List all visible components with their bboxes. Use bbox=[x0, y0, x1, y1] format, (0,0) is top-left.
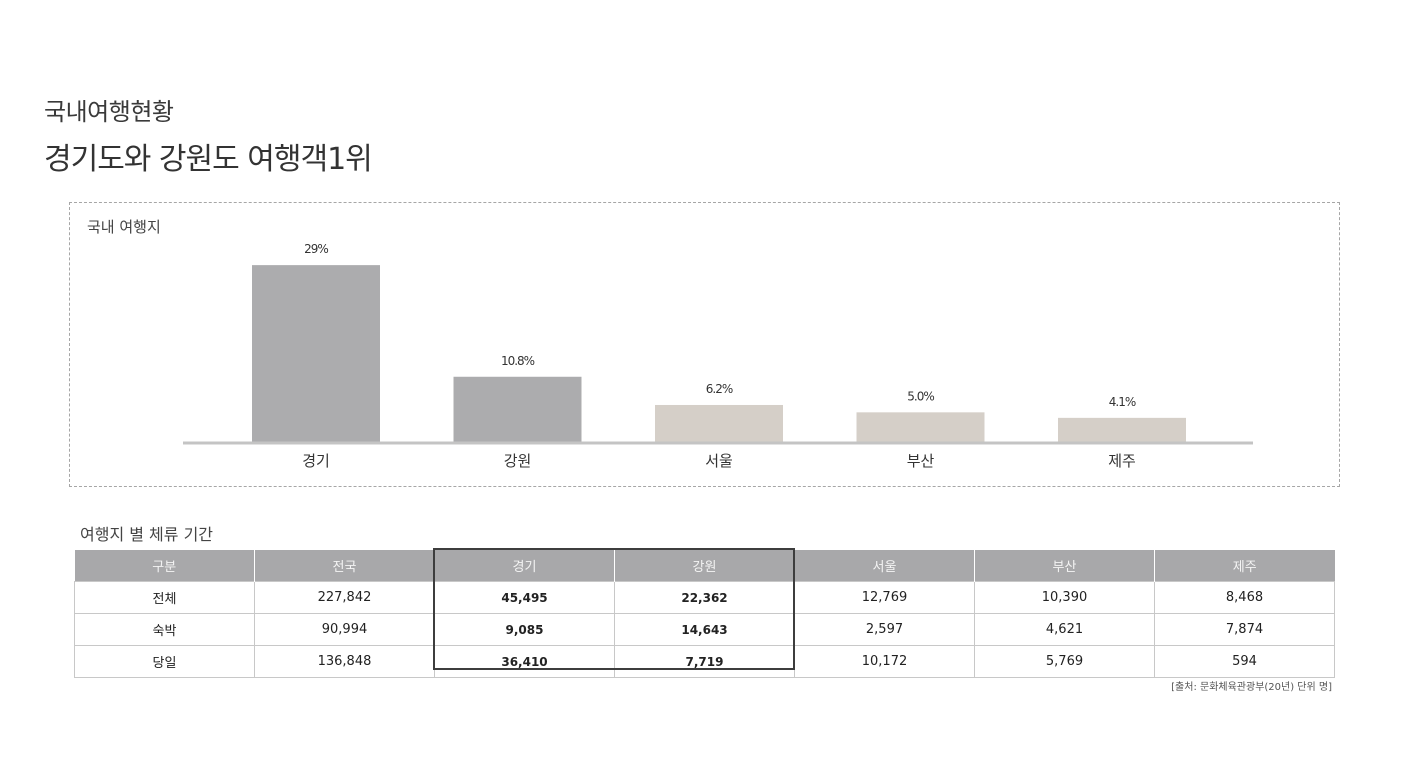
row-label: 당일 bbox=[74, 645, 255, 678]
category-label: 서울 bbox=[705, 452, 733, 470]
header-gyeonggi: 경기 bbox=[434, 550, 615, 582]
bar-value-label: 10.8% bbox=[501, 354, 535, 368]
bar bbox=[1058, 417, 1186, 443]
table-row: 당일 136,848 36,410 7,719 10,172 5,769 594 bbox=[74, 645, 1335, 678]
table-cell: 2,597 bbox=[794, 613, 975, 646]
category-label: 강원 bbox=[504, 452, 532, 470]
table-cell: 4,621 bbox=[974, 613, 1155, 646]
header-jeju: 제주 bbox=[1154, 550, 1335, 582]
page-subtitle: 국내여행현황 bbox=[44, 98, 174, 126]
table-cell: 10,390 bbox=[974, 581, 1155, 614]
table-cell-highlighted: 45,495 bbox=[434, 581, 615, 614]
header-national: 전국 bbox=[254, 550, 435, 582]
table-cell-highlighted: 14,643 bbox=[614, 613, 795, 646]
header-seoul: 서울 bbox=[794, 550, 975, 582]
header-category: 구분 bbox=[74, 550, 255, 582]
category-label: 부산 bbox=[907, 452, 935, 470]
bar bbox=[856, 412, 985, 443]
table-title: 여행지 별 체류 기간 bbox=[80, 525, 214, 544]
chart-panel: 국내 여행지 29% 경기 10.8% 강원 6.2% 서울 5.0% 부산 4.1% 제주 bbox=[69, 202, 1340, 487]
table-row: 숙박 90,994 9,085 14,643 2,597 4,621 7,874 bbox=[74, 613, 1335, 646]
table-row: 전체 227,842 45,495 22,362 12,769 10,390 8… bbox=[74, 581, 1335, 614]
source-note: [출처: 문화체육관광부(20년) 단위 명] bbox=[1171, 682, 1332, 693]
table-cell: 227,842 bbox=[254, 581, 435, 614]
table-cell: 594 bbox=[1154, 645, 1335, 678]
table-cell: 12,769 bbox=[794, 581, 975, 614]
bar bbox=[453, 376, 582, 443]
category-label: 경기 bbox=[302, 452, 330, 470]
table-header-row: 구분 전국 경기 강원 서울 부산 제주 bbox=[74, 550, 1335, 582]
row-label: 숙박 bbox=[74, 613, 255, 646]
table-cell: 90,994 bbox=[254, 613, 435, 646]
table-cell: 5,769 bbox=[974, 645, 1155, 678]
stay-duration-table: 구분 전국 경기 강원 서울 부산 제주 전체 227,842 45,495 2… bbox=[74, 550, 1335, 678]
bar-value-label: 6.2% bbox=[706, 382, 733, 396]
table-cell-highlighted: 22,362 bbox=[614, 581, 795, 614]
table-cell-highlighted: 9,085 bbox=[434, 613, 615, 646]
chart-title: 국내 여행지 bbox=[87, 218, 161, 236]
bar-chart: 29% 경기 10.8% 강원 6.2% 서울 5.0% 부산 4.1% 제주 bbox=[183, 242, 1253, 470]
table-cell: 136,848 bbox=[254, 645, 435, 678]
table-cell: 7,874 bbox=[1154, 613, 1335, 646]
table-cell-highlighted: 36,410 bbox=[434, 645, 615, 678]
table-cell-highlighted: 7,719 bbox=[614, 645, 795, 678]
header-gangwon: 강원 bbox=[614, 550, 795, 582]
bar bbox=[655, 404, 783, 443]
category-label: 제주 bbox=[1108, 452, 1136, 470]
bar-value-label: 5.0% bbox=[907, 389, 934, 403]
table-cell: 8,468 bbox=[1154, 581, 1335, 614]
bar-value-label: 29% bbox=[304, 242, 328, 256]
row-label: 전체 bbox=[74, 581, 255, 614]
header-busan: 부산 bbox=[974, 550, 1155, 582]
page-title: 경기도와 강원도 여행객1위 bbox=[44, 142, 373, 177]
bar-value-label: 4.1% bbox=[1109, 395, 1136, 409]
table-cell: 10,172 bbox=[794, 645, 975, 678]
bar bbox=[252, 265, 380, 443]
